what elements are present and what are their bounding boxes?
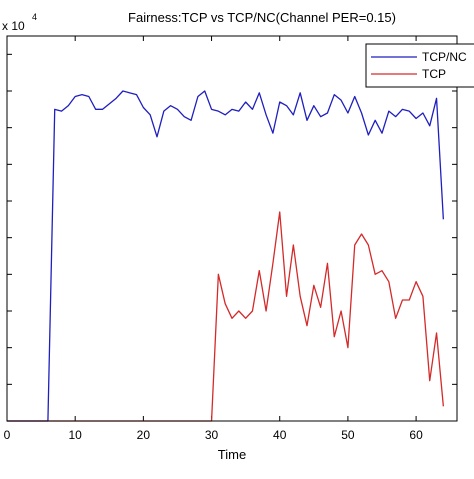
series-line-tcp: [7, 211, 445, 422]
x-tick-label: 60: [409, 428, 423, 442]
legend-label-tcp-nc: TCP/NC: [422, 50, 467, 64]
x-tick-label: 10: [69, 428, 83, 442]
series-layer: [7, 90, 445, 422]
x-tick-label: 50: [341, 428, 355, 442]
y-multiplier-base: x 10: [2, 19, 25, 33]
x-tick-label: 0: [4, 428, 11, 442]
legend-box: [365, 43, 474, 88]
y-multiplier-exponent: 4: [32, 12, 37, 22]
series-line-tcp-nc: [7, 90, 445, 422]
legend-label-tcp: TCP: [422, 67, 446, 81]
x-tick-label: 30: [205, 428, 219, 442]
x-axis-label: Time: [218, 447, 246, 462]
chart-title: Fairness:TCP vs TCP/NC(Channel PER=0.15): [128, 10, 396, 25]
axis-ticks: 0 10 20 30 40 50 60: [4, 36, 457, 442]
legend: TCP/NC TCP: [365, 43, 474, 88]
x-tick-label: 20: [137, 428, 151, 442]
x-tick-label: 40: [273, 428, 287, 442]
plot-frame: [6, 35, 458, 422]
y-multiplier: x 10 4: [2, 12, 37, 33]
